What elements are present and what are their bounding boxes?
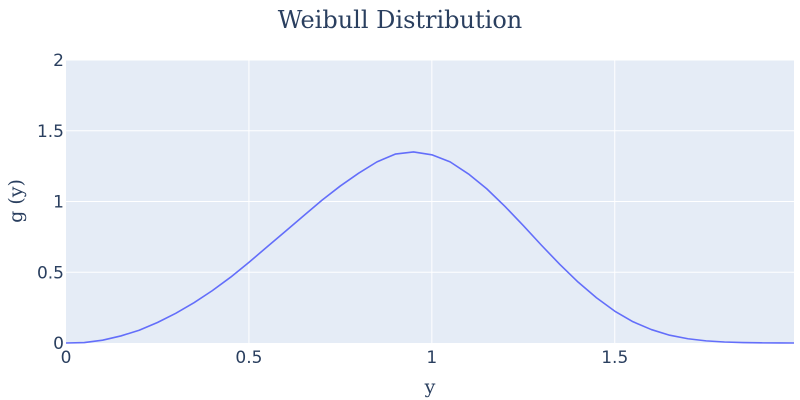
x-tick-label: 1 <box>426 348 437 368</box>
y-axis-title: g (y) <box>5 179 27 223</box>
x-tick-label: 0.5 <box>235 348 262 368</box>
x-axis-title: y <box>424 376 436 398</box>
x-tick-label: 1.5 <box>601 348 628 368</box>
y-tick-label: 1 <box>53 193 64 213</box>
y-tick-label: 2 <box>53 51 64 71</box>
chart-title: Weibull Distribution <box>278 6 522 34</box>
y-tick-labels: 0 0.5 1 1.5 2 <box>37 51 64 354</box>
series-line <box>65 151 795 344</box>
x-tick-labels: 0 0.5 1 1.5 <box>61 348 629 368</box>
series-layer <box>65 151 795 344</box>
y-tick-label: 0 <box>53 334 64 354</box>
x-tick-label: 0 <box>61 348 72 368</box>
y-tick-label: 1.5 <box>37 122 64 142</box>
y-tick-label: 0.5 <box>37 263 64 283</box>
grid-lines <box>66 59 794 343</box>
